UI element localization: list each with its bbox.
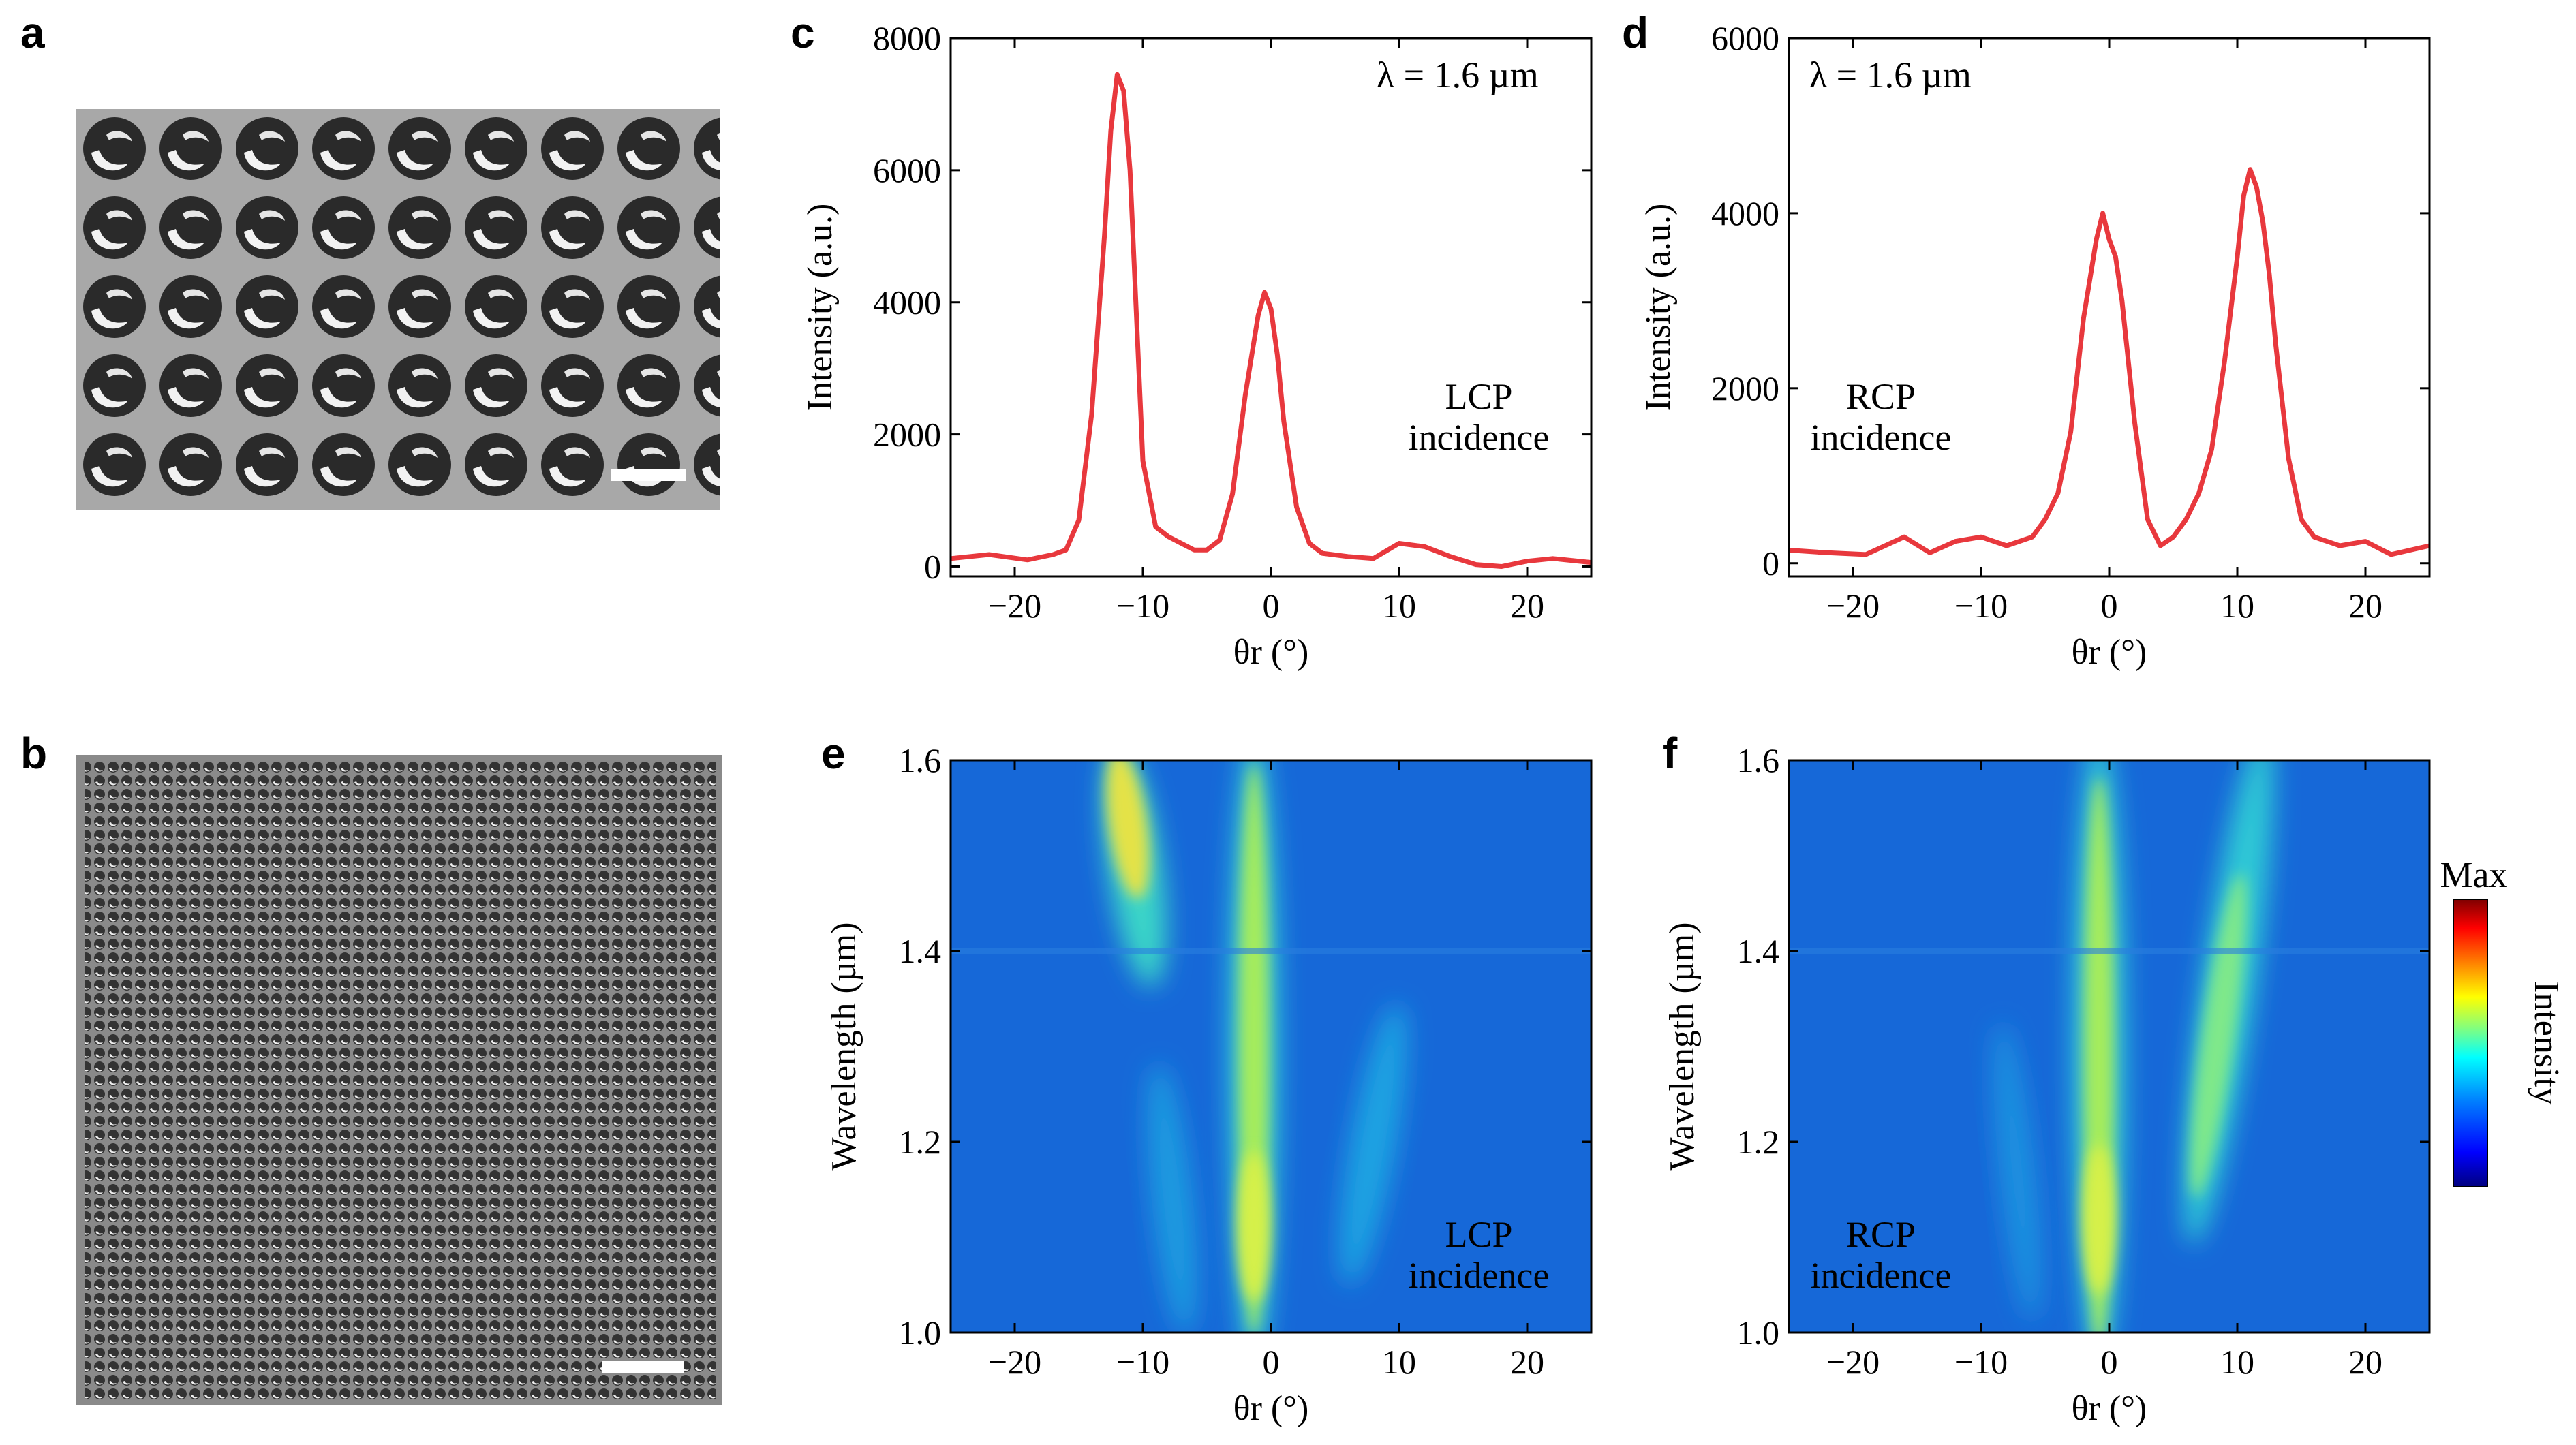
chart-e: −20 −10 0 10 20 1.0 1.2 1.4 1.6 θr (°) Wavelength …: [825, 741, 1593, 1428]
x-tick-label-d: −20: [1826, 587, 1880, 625]
panel-letter-f: f: [1663, 729, 1678, 778]
x-tick-label-d: 10: [2220, 587, 2254, 625]
scale-bar-a: [611, 469, 686, 481]
sem-image-zoomed: [76, 109, 720, 510]
panel-letter-d: d: [1622, 8, 1649, 57]
plot-frame-d: [1788, 37, 2431, 578]
incidence-c-line1: LCP: [1445, 376, 1512, 417]
x-tick-label-e: −10: [1116, 1343, 1169, 1381]
x-tick-label-c: −20: [988, 587, 1041, 625]
colorbar-max-label: Max: [2440, 854, 2508, 895]
series-line-d: [1788, 167, 2430, 557]
y-tick-label-e: 1.6: [899, 741, 942, 779]
y-tick-label-f: 1.6: [1737, 741, 1780, 779]
x-tick-label-c: 10: [1382, 587, 1416, 625]
x-tick-label-c: 0: [1263, 587, 1280, 625]
x-axis-label-c: θr (°): [1233, 633, 1309, 672]
incidence-e-line2: incidence: [1409, 1255, 1550, 1296]
x-tick-label-f: −10: [1954, 1343, 2008, 1381]
lambda-label-d: λ = 1.6 µm: [1809, 55, 1972, 95]
y-axis-label-e: Wavelength (µm): [825, 922, 863, 1170]
x-tick-label-f: 20: [2348, 1343, 2382, 1381]
x-tick-label-d: 0: [2101, 587, 2118, 625]
x-tick-label-c: −10: [1116, 587, 1169, 625]
x-axis-label-e: θr (°): [1233, 1389, 1309, 1428]
x-tick-label-e: 20: [1510, 1343, 1544, 1381]
colorbar-label: Intensity: [2527, 981, 2566, 1105]
y-tick-label-e: 1.4: [899, 932, 942, 970]
y-tick-label-d: 0: [1762, 544, 1779, 582]
x-axis-label-f: θr (°): [2072, 1389, 2147, 1428]
panel-letter-a: a: [20, 8, 45, 57]
x-tick-label-d: 20: [2348, 587, 2382, 625]
chart-d: −20 −10 0 10 20 0 2000 4000 6000 θr (°) Intensity …: [1639, 19, 2431, 672]
colorbar: Max Intensity: [2440, 854, 2566, 1187]
y-tick-label-e: 1.0: [899, 1314, 942, 1352]
x-tick-label-d: −10: [1954, 587, 2008, 625]
y-tick-label-c: 4000: [873, 283, 941, 322]
y-tick-label-c: 6000: [873, 151, 941, 189]
lambda-label-c: λ = 1.6 µm: [1377, 55, 1539, 95]
y-tick-label-d: 6000: [1711, 19, 1779, 57]
panel-letter-c: c: [791, 8, 815, 57]
y-tick-label-f: 1.4: [1737, 932, 1780, 970]
incidence-d-line1: RCP: [1846, 376, 1916, 417]
x-tick-label-e: 0: [1263, 1343, 1280, 1381]
incidence-f-line1: RCP: [1846, 1214, 1916, 1255]
x-tick-label-f: 0: [2101, 1343, 2118, 1381]
y-tick-label-c: 2000: [873, 416, 941, 454]
panel-letter-e: e: [821, 729, 846, 778]
y-tick-label-f: 1.0: [1737, 1314, 1780, 1352]
heatmap-e: [951, 760, 1591, 1333]
panel-letter-b: b: [20, 729, 47, 778]
x-tick-label-e: 10: [1382, 1343, 1416, 1381]
y-axis-label-d: Intensity (a.u.): [1639, 204, 1678, 411]
scale-bar-b: [602, 1361, 684, 1373]
incidence-c-line2: incidence: [1409, 417, 1550, 458]
incidence-d-line2: incidence: [1811, 417, 1952, 458]
y-axis-label-c: Intensity (a.u.): [801, 204, 840, 411]
y-tick-label-d: 2000: [1711, 369, 1779, 407]
y-tick-label-f: 1.2: [1737, 1123, 1780, 1161]
x-tick-label-f: 10: [2220, 1343, 2254, 1381]
y-tick-label-e: 1.2: [899, 1123, 942, 1161]
heatmap-f: [1789, 760, 2429, 1333]
series-line-c: [950, 72, 1592, 569]
x-axis-label-d: θr (°): [2072, 633, 2147, 672]
x-tick-label-f: −20: [1826, 1343, 1880, 1381]
x-tick-label-c: 20: [1510, 587, 1544, 625]
incidence-e-line1: LCP: [1445, 1214, 1512, 1255]
sem-image-full: [76, 755, 722, 1405]
chart-c: −20 −10 0 10 20 0 2000 4000 6000 8000 θr (°) Intens…: [801, 19, 1593, 672]
x-tick-label-e: −20: [988, 1343, 1041, 1381]
y-tick-label-c: 8000: [873, 19, 941, 57]
y-tick-label-d: 4000: [1711, 194, 1779, 232]
chart-f: −20 −10 0 10 20 1.0 1.2 1.4 1.6 θr (°) Wavelength …: [1663, 741, 2431, 1428]
y-tick-label-c: 0: [924, 547, 941, 585]
incidence-f-line2: incidence: [1811, 1255, 1952, 1296]
y-axis-label-f: Wavelength (µm): [1663, 922, 1702, 1170]
